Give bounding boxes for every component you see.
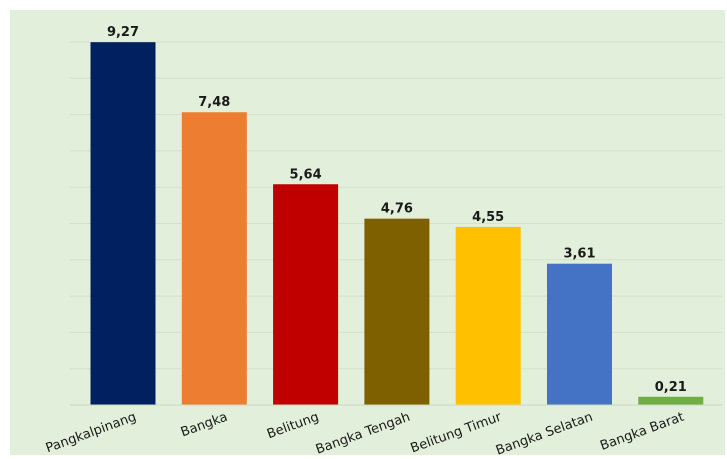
bar-belitung <box>273 184 339 405</box>
bar-pangkalpinang <box>90 42 156 405</box>
bar-bangka <box>181 112 247 405</box>
data-label: 4,76 <box>381 202 413 217</box>
data-label: 5,64 <box>290 167 322 182</box>
data-labels: 9,27 7,48 5,64 4,76 4,55 3,61 0,21 <box>107 25 687 395</box>
bars <box>90 42 704 405</box>
data-label: 0,21 <box>655 380 687 395</box>
data-label: 3,61 <box>563 247 595 262</box>
bar-bangka-barat <box>638 396 704 405</box>
data-label: 7,48 <box>198 95 230 110</box>
bar-bangka-selatan <box>547 263 612 405</box>
bar-belitung-timur <box>455 226 521 405</box>
data-label: 4,55 <box>472 210 504 225</box>
data-label: 9,27 <box>107 25 139 40</box>
bar-bangka-tengah <box>364 218 430 405</box>
